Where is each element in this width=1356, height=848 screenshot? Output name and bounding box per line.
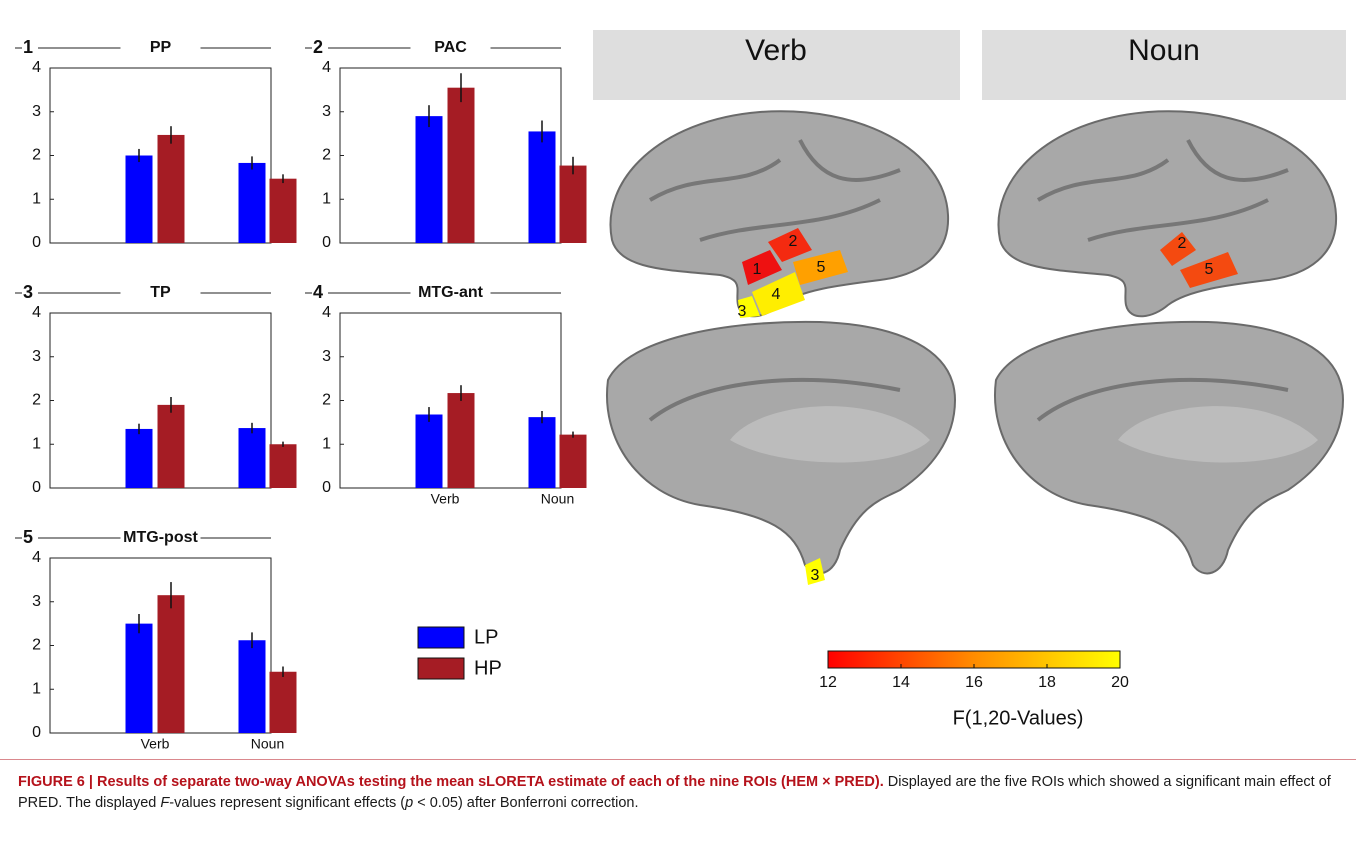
caption-bold: FIGURE 6 | Results of separate two-way A…: [18, 774, 884, 790]
bar: [239, 428, 266, 488]
bar: [416, 116, 443, 243]
roi-label: 1: [753, 261, 762, 278]
y-tick-label: 1: [322, 190, 331, 207]
caption-text: < 0.05) after Bonferroni correction.: [413, 795, 638, 811]
bar: [560, 166, 587, 243]
y-tick-label: 0: [322, 234, 331, 251]
x-tick-label: 16: [965, 674, 983, 691]
y-tick-label: 3: [32, 348, 41, 365]
legend-label: HP: [474, 657, 502, 679]
y-tick-label: 0: [32, 724, 41, 741]
bar: [270, 672, 297, 733]
bar: [126, 624, 153, 733]
y-tick-label: 0: [32, 479, 41, 496]
y-tick-label: 3: [322, 348, 331, 365]
x-tick-label: Noun: [541, 491, 574, 507]
bar: [529, 131, 556, 243]
y-tick-label: 3: [32, 593, 41, 610]
legend-label: LP: [474, 626, 498, 648]
bar: [270, 444, 297, 488]
roi-label: 5: [817, 259, 826, 276]
y-tick-label: 2: [322, 147, 331, 164]
bar: [448, 88, 475, 243]
y-tick-label: 4: [322, 304, 331, 321]
caption-italic: F: [160, 795, 169, 811]
x-tick-label: 14: [892, 674, 910, 691]
bar: [560, 435, 587, 488]
caption: FIGURE 6 | Results of separate two-way A…: [18, 772, 1338, 814]
y-tick-label: 4: [322, 59, 331, 76]
panel-number: 4: [313, 282, 323, 302]
panel-title: PAC: [434, 39, 467, 56]
x-tick-label: Noun: [251, 736, 284, 752]
bar: [158, 595, 185, 733]
legend-swatch: [418, 627, 464, 648]
y-tick-label: 1: [322, 435, 331, 452]
panel-number: 2: [313, 37, 323, 57]
panel-number: 5: [23, 527, 33, 547]
roi-label: 2: [1178, 235, 1187, 252]
x-tick-label: Verb: [141, 736, 170, 752]
y-tick-label: 2: [322, 392, 331, 409]
bar: [270, 179, 297, 243]
panel-title: MTG-post: [123, 529, 198, 546]
caption-italic: p: [405, 795, 413, 811]
y-tick-label: 2: [32, 147, 41, 164]
panel-title: PP: [150, 39, 172, 56]
bar: [529, 417, 556, 488]
caption-text: -values represent significant effects (: [169, 795, 405, 811]
y-tick-label: 1: [32, 435, 41, 452]
bar: [416, 415, 443, 489]
roi-label: 3: [811, 567, 820, 584]
bar: [126, 156, 153, 244]
x-tick-label: Verb: [431, 491, 460, 507]
x-tick-label: 18: [1038, 674, 1056, 691]
panel-number: 3: [23, 282, 33, 302]
y-tick-label: 0: [32, 234, 41, 251]
roi-label: 3: [738, 303, 747, 320]
y-tick-label: 2: [32, 637, 41, 654]
column-title: Verb: [745, 34, 807, 67]
panel-number: 1: [23, 37, 33, 57]
panel-title: MTG-ant: [418, 284, 484, 301]
roi-label: 5: [1205, 261, 1214, 278]
y-tick-label: 0: [322, 479, 331, 496]
y-tick-label: 4: [32, 59, 41, 76]
bar: [239, 640, 266, 733]
x-tick-label: 20: [1111, 674, 1129, 691]
y-tick-label: 3: [32, 103, 41, 120]
panel-title: TP: [150, 284, 171, 301]
bar: [448, 393, 475, 488]
legend-swatch: [418, 658, 464, 679]
y-tick-label: 4: [32, 549, 41, 566]
column-title: Noun: [1128, 34, 1200, 67]
x-tick-label: 12: [819, 674, 837, 691]
y-tick-label: 1: [32, 190, 41, 207]
y-tick-label: 2: [32, 392, 41, 409]
x-axis-label: F(1,20-Values): [953, 707, 1084, 729]
page: {"chart_data": [ {"type": "bar", "number…: [0, 0, 1356, 848]
bar: [158, 405, 185, 488]
y-tick-label: 3: [322, 103, 331, 120]
bar: [126, 429, 153, 488]
roi-label: 2: [789, 233, 798, 250]
bar: [239, 163, 266, 243]
y-tick-label: 1: [32, 680, 41, 697]
bar: [158, 135, 185, 243]
y-tick-label: 4: [32, 304, 41, 321]
roi-label: 4: [772, 286, 781, 303]
